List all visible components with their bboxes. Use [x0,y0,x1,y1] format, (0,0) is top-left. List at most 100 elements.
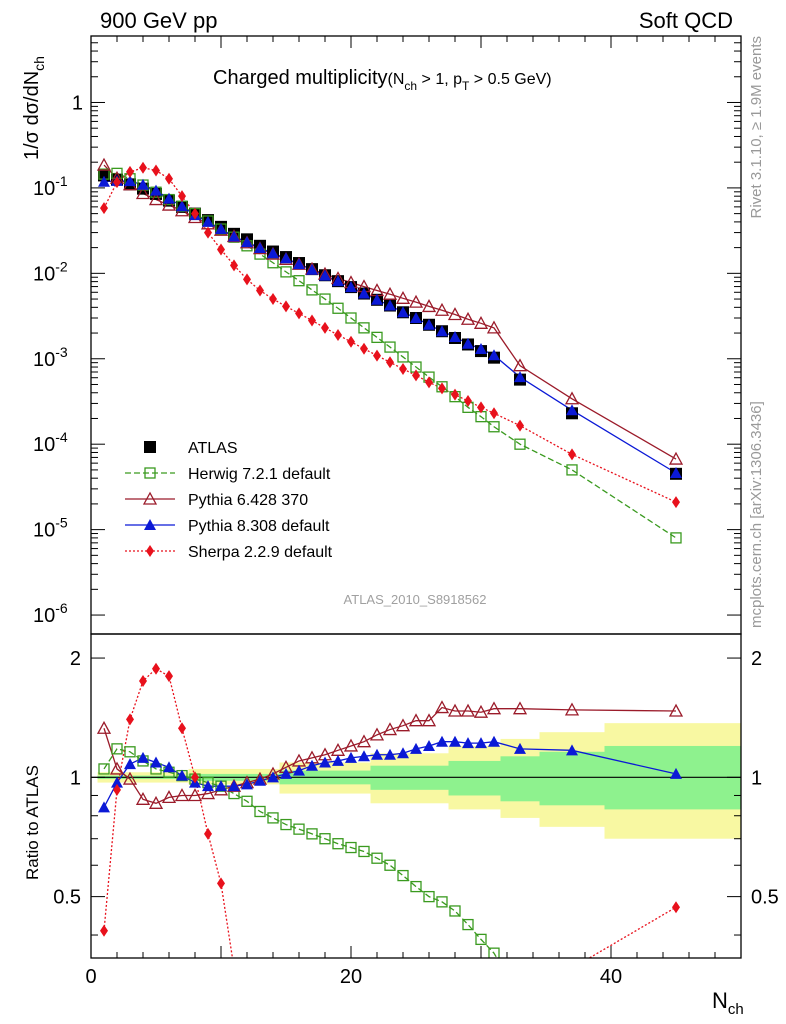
herwig-7-2-1-default-ratio-point [410,880,422,893]
pythia-6-428-370-ratio-point [473,704,489,718]
herwig-7-2-1-default-ratio-line [103,748,498,958]
ratio-y-tick-label-right: 1 [751,767,762,789]
sherpa-2-2-9-default-point [334,328,342,341]
sherpa-2-2-9-default-point [672,496,680,509]
ratio-band-inner [500,756,540,802]
pythia-8-308-default-ratio-point [384,748,396,760]
pythia-8-308-default-ratio-point [293,764,305,776]
sherpa-2-2-9-default-line [103,167,677,503]
sherpa-2-2-9-default-point [165,172,173,185]
pythia-8-308-default-point [670,467,682,479]
herwig-7-2-1-default-ratio-point [267,812,279,824]
sherpa-2-2-9-default-point [139,161,147,174]
herwig-7-2-1-default-ratio-point [332,838,344,850]
pythia-6-428-370-ratio-point [109,761,125,775]
pythia-8-308-default-point [293,258,305,270]
ratio-uncertainty-bands [91,723,741,839]
pythia-8-308-default-point [137,178,149,190]
pythia-6-428-370-ratio-point [161,790,177,804]
sherpa-2-2-9-default-ratio-point [100,924,108,937]
ratio-y-tick-label-right: 2 [751,648,762,670]
herwig-7-2-1-default-point [319,293,331,305]
pythia-8-308-default-ratio-point [371,748,383,760]
pythia-8-308-default-ratio-point [163,761,175,773]
pythia-6-428-370-point [382,286,398,300]
legend-label-sherpa-2-2-9-default: Sherpa 2.2.9 default [188,544,333,561]
legend-label-herwig-7-2-1-default: Herwig 7.2.1 default [188,466,331,483]
y-tick-label: 1 [72,92,83,114]
pythia-8-308-default-ratio-point [332,754,344,766]
pythia-6-428-370-point [486,320,502,334]
legend-label-pythia-8-308-default: Pythia 8.308 default [188,518,330,535]
sherpa-2-2-9-default-point [373,349,381,362]
pythia-8-308-default-ratio-point [280,767,292,779]
pythia-8-308-default-ratio-point [319,756,331,768]
sherpa-2-2-9-default-ratio-point [165,670,173,683]
pythia-8-308-default-point [514,371,526,383]
ratio-series-lines [103,667,677,958]
header-left-label: 900 GeV pp [100,8,217,33]
sherpa-2-2-9-default-point [256,284,264,297]
pythia-6-428-370-line [103,164,677,460]
herwig-7-2-1-default-point [371,331,383,344]
legend-marker-sherpa-2-2-9-default [146,545,154,557]
sherpa-2-2-9-default-ratio-point [217,877,225,890]
main-series-lines [103,164,677,539]
pythia-8-308-default-point [241,236,253,248]
pythia-8-308-default-line [103,180,677,474]
sherpa-2-2-9-default-point [399,362,407,375]
herwig-7-2-1-default-point [566,464,578,476]
sherpa-2-2-9-default-point [438,382,446,395]
herwig-7-2-1-default-point [293,275,305,287]
pythia-6-428-370-point [161,197,177,211]
pythia-6-428-370-ratio-point [369,727,385,741]
pythia-6-428-370-point [512,358,528,372]
herwig-7-2-1-default-ratio-point [254,805,266,818]
pythia-8-308-default-ratio-point [137,751,149,763]
pythia-8-308-default-ratio-point [410,742,422,754]
sherpa-2-2-9-default-point [217,243,225,256]
herwig-7-2-1-default-ratio-point [462,918,474,931]
legend-marker-herwig-7-2-1-default [144,467,156,479]
pythia-8-308-default-ratio-point [397,747,409,759]
pythia-6-428-370-ratio-point [564,702,580,716]
pythia-8-308-default-point [488,349,500,361]
pythia-6-428-370-ratio-point [395,718,411,732]
pythia-8-308-default-ratio-point [241,778,253,790]
pythia-8-308-default-ratio-point [215,780,227,792]
herwig-7-2-1-default-point [345,312,357,324]
ratio-y-axis-label: Ratio to ATLAS [23,765,42,880]
sherpa-2-2-9-default-point [282,300,290,313]
pythia-8-308-default-ratio-point [449,735,461,747]
sherpa-2-2-9-default-ratio-point [139,675,147,688]
herwig-7-2-1-default-ratio-point [436,896,448,908]
sherpa-2-2-9-default-point [451,388,459,401]
pythia-8-308-default-ratio-point [488,735,500,747]
herwig-7-2-1-default-ratio-point [475,933,487,946]
pythia-8-308-default-point [397,306,409,318]
sherpa-2-2-9-default-point [386,356,394,369]
pythia-6-428-370-ratio-point [174,788,190,802]
legend-marker-atlas [144,441,156,453]
pythia-8-308-default-ratio-point [358,750,370,762]
sherpa-2-2-9-default-point [113,176,121,189]
herwig-7-2-1-default-ratio-point [319,833,331,845]
sherpa-2-2-9-default-point [568,448,576,461]
pythia-8-308-default-ratio-point [150,756,162,768]
chart-title: Charged multiplicity(Nch > 1, pT > 0.5 G… [213,67,552,93]
herwig-7-2-1-default-ratio-point [358,845,370,858]
legend-marker-pythia-6-428-370 [142,491,158,505]
pythia-6-428-370-point [408,294,424,308]
sherpa-2-2-9-default-ratio-point [126,713,134,726]
sherpa-2-2-9-default-point [360,342,368,355]
pythia-6-428-370-point [96,157,112,171]
analysis-reference-label: ATLAS_2010_S8918562 [344,592,487,607]
pythia-8-308-default-point [319,269,331,281]
pythia-8-308-default-ratio-point [267,771,279,783]
pythia-8-308-default-point [202,215,214,227]
pythia-6-428-370-ratio-point [447,703,463,717]
y-tick-label: 10-1 [33,173,68,200]
pythia-8-308-default-ratio-point [202,780,214,792]
